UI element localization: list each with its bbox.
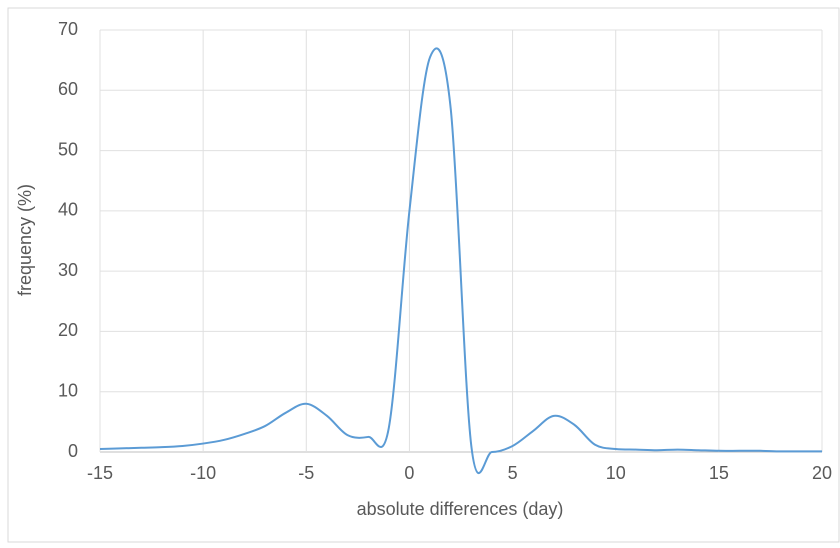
y-tick-label: 70 xyxy=(58,19,78,39)
data-line xyxy=(99,47,822,475)
x-tick-label: 10 xyxy=(606,463,626,483)
y-tick-label: 20 xyxy=(58,320,78,340)
y-tick-label: 40 xyxy=(58,200,78,220)
x-axis-label: absolute differences (day) xyxy=(357,499,564,519)
x-tick-label: 20 xyxy=(812,463,832,483)
y-tick-label: 30 xyxy=(58,260,78,280)
x-tick-label: 5 xyxy=(508,463,518,483)
x-tick-label: -10 xyxy=(190,463,216,483)
y-tick-label: 60 xyxy=(58,79,78,99)
y-tick-label: 10 xyxy=(58,380,78,400)
chart-border xyxy=(7,7,840,543)
y-tick-label: 0 xyxy=(68,441,78,461)
x-tick-label: -5 xyxy=(298,463,314,483)
x-tick-label: 0 xyxy=(404,463,414,483)
x-tick-label: -15 xyxy=(87,463,113,483)
y-tick-label: 50 xyxy=(58,139,78,159)
y-axis-label: frequency (%) xyxy=(15,184,35,296)
x-tick-label: 15 xyxy=(709,463,729,483)
